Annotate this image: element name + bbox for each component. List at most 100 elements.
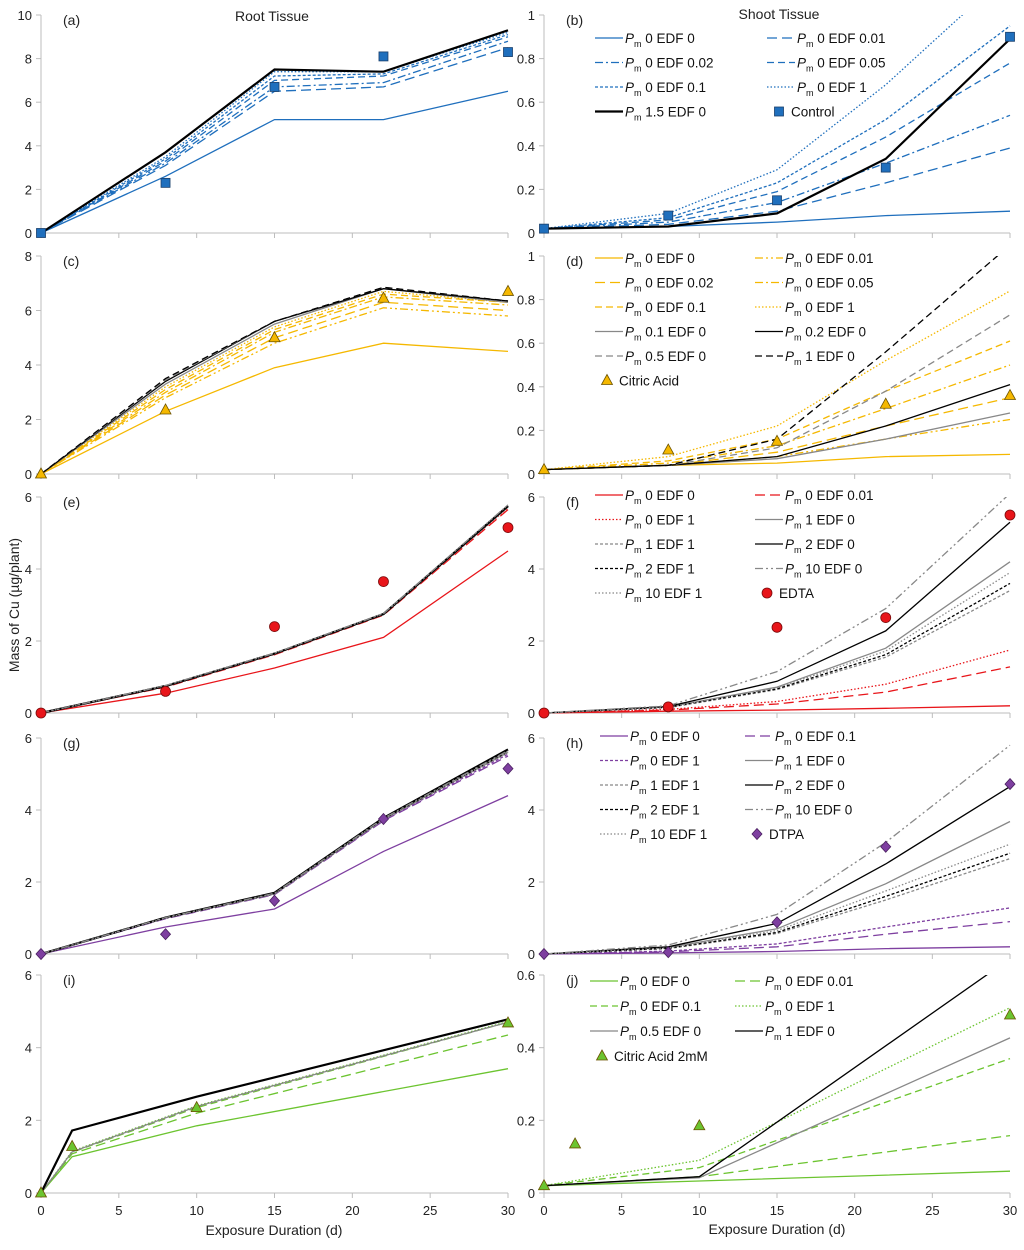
observed-point — [539, 223, 549, 234]
legend-item: Pm 0 EDF 0.1 — [590, 999, 701, 1017]
y-tick-label: 0.2 — [517, 1113, 535, 1128]
series-line — [543, 975, 988, 1187]
legend-item: Pm 0 EDF 0.01 — [735, 974, 854, 992]
series-line — [40, 751, 509, 955]
legend-label: Citric Acid 2mM — [614, 1049, 708, 1064]
y-tick-label: 8 — [25, 249, 32, 264]
series-line — [40, 751, 509, 955]
legend: Pm 0 EDF 0 Pm 0 EDF 0.01 Pm 0 EDF 1 Pm 1 ED… — [595, 488, 874, 604]
y-tick-label: 1 — [528, 249, 535, 264]
series-line — [543, 857, 1011, 955]
y-tick-label: 0.2 — [517, 423, 535, 438]
series-line — [543, 852, 1011, 955]
series-group — [543, 975, 1011, 1187]
x-tick-label: 5 — [115, 1203, 122, 1218]
legend-label: Pm 0 EDF 0.02 — [625, 276, 714, 294]
legend-item: Pm 0 EDF 0 — [595, 488, 695, 506]
legend-label: Pm 1 EDF 1 — [630, 778, 700, 796]
legend-item: Pm 0 EDF 0.01 — [755, 488, 874, 506]
y-tick-label: 0.4 — [517, 139, 535, 154]
legend-item: Citric Acid — [600, 374, 679, 389]
legend-label: Pm 1 EDF 0 — [765, 1024, 835, 1042]
legend-label: EDTA — [779, 586, 814, 601]
series-line — [40, 753, 509, 955]
series-line — [543, 1057, 1011, 1187]
legend-item: Pm 0 EDF 0.01 — [755, 251, 874, 269]
observed-point — [501, 1016, 515, 1028]
y-tick-label: 2 — [25, 1113, 32, 1128]
legend-item: Citric Acid 2mM — [595, 1049, 708, 1064]
legend-label: Pm 0 EDF 1 — [765, 999, 835, 1017]
observed-point — [879, 397, 892, 409]
series-line — [40, 550, 509, 714]
series-line — [543, 582, 1011, 714]
x-tick-label: 10 — [189, 1203, 203, 1218]
legend-label: Pm 0 EDF 0.05 — [797, 56, 886, 74]
observed-point — [269, 82, 280, 92]
y-tick-label: 6 — [528, 490, 535, 505]
y-tick-label: 2 — [25, 634, 32, 649]
panel-label: (h) — [566, 735, 583, 751]
series-group — [40, 29, 509, 234]
series-group — [40, 1018, 509, 1194]
y-tick-label: 0.4 — [517, 380, 535, 395]
panel-f: 0 2 4 6 (f) Pm 0 EDF 0 Pm 0 EDF 0.01 Pm 0 EDF 1… — [528, 488, 1016, 721]
legend: Pm 0 EDF 0 Pm 0 EDF 0.01 Pm 0 EDF 0.02 Pm 0… — [595, 251, 874, 389]
y-tick-label: 4 — [528, 803, 535, 818]
panel-g: 0 2 4 6 (g) — [25, 731, 514, 962]
panel-label: (a) — [63, 12, 80, 28]
legend-item: Pm 0 EDF 1 — [595, 513, 695, 531]
observed-point — [35, 947, 47, 961]
legend-item: Pm 0 EDF 0.05 — [755, 276, 874, 294]
legend-label: Pm 0.1 EDF 0 — [625, 325, 706, 343]
y-axis-label: Mass of Cu (µg/plant) — [6, 538, 22, 672]
legend-item: Pm 0 EDF 0.1 — [745, 729, 856, 747]
legend-item: Pm 0 EDF 1 — [600, 754, 700, 772]
observed-point — [190, 1100, 203, 1113]
legend-item: Pm 0 EDF 0.05 — [767, 56, 886, 74]
series-line — [40, 751, 509, 955]
x-tick-label: 30 — [501, 1203, 515, 1218]
series-line — [40, 1034, 509, 1194]
y-tick-label: 0 — [528, 706, 535, 721]
legend-item: Pm 1.5 EDF 0 — [595, 105, 706, 123]
y-tick-label: 0 — [528, 467, 535, 482]
panel-d: 0 0.2 0.4 0.6 0.8 1 (d) Pm 0 EDF 0 Pm 0 EDF 0.01… — [517, 249, 1017, 482]
legend-label: Pm 0 EDF 0.01 — [785, 488, 874, 506]
series-line — [40, 286, 509, 475]
series-line — [543, 705, 1011, 714]
legend-label: Pm 10 EDF 0 — [775, 803, 852, 821]
series-line — [543, 147, 1011, 230]
series-line — [543, 15, 964, 230]
observed-point — [377, 812, 390, 826]
y-tick-label: 6 — [528, 731, 535, 746]
observed-point — [502, 522, 514, 533]
series-line — [40, 342, 509, 475]
observed-point — [662, 701, 674, 713]
observed-point — [501, 284, 515, 296]
observed-point — [538, 947, 550, 961]
legend-item: Pm 0.5 EDF 0 — [595, 349, 706, 367]
observed-point — [502, 762, 514, 775]
panel-label: (i) — [63, 972, 75, 988]
series-line — [40, 290, 509, 475]
column-title-root: Root Tissue — [235, 8, 309, 24]
observed-point — [771, 621, 783, 633]
series-group — [543, 15, 1011, 230]
observed-point — [159, 928, 172, 941]
series-line — [543, 1170, 1011, 1187]
legend-label: Pm 0 EDF 0 — [625, 251, 695, 269]
y-tick-label: 4 — [25, 803, 32, 818]
legend-item: Pm 2 EDF 1 — [600, 803, 700, 821]
legend-marker — [751, 827, 763, 841]
y-tick-label: 0 — [528, 226, 535, 241]
legend: Pm 0 EDF 0 Pm 0 EDF 0.1 Pm 0 EDF 1 Pm 1 EDF… — [600, 729, 856, 845]
y-tick-label: 10 — [18, 8, 32, 23]
series-line — [40, 288, 509, 475]
observed-point — [35, 707, 47, 719]
series-line — [40, 506, 509, 714]
legend-item: Pm 1 EDF 1 — [595, 537, 695, 555]
panel-label: (b) — [566, 12, 583, 28]
legend-label: Pm 1.5 EDF 0 — [625, 105, 706, 123]
observed-point — [880, 162, 891, 173]
